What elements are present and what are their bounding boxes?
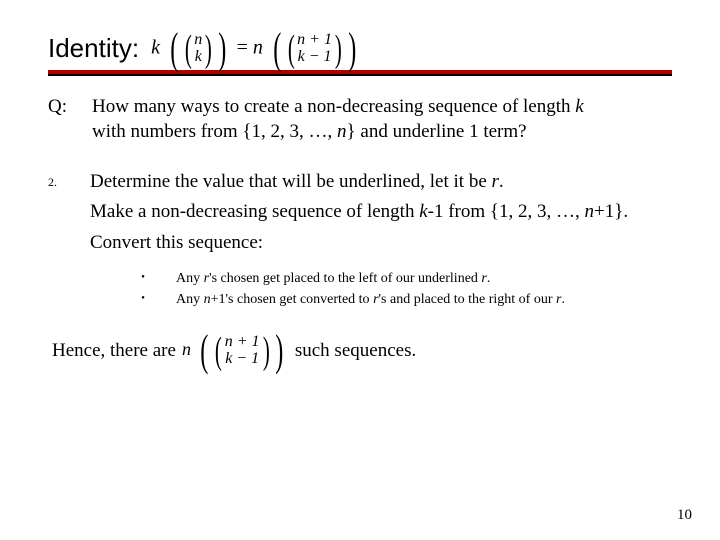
bullet-icon: ● xyxy=(140,289,146,310)
rhs-coef: n xyxy=(253,36,263,58)
rhs-top: n + 1 xyxy=(297,32,332,49)
step-body: Determine the value that will be underli… xyxy=(90,167,628,258)
lhs-coef: k xyxy=(151,36,160,58)
eq-sign: = xyxy=(237,36,248,58)
hence-post: such sequences. xyxy=(295,340,416,362)
hence-formula: n ((n + 1k − 1)) xyxy=(182,334,289,368)
step-l2c: +1}. xyxy=(594,201,628,222)
hence-top: n + 1 xyxy=(225,334,260,351)
sub-bullets: ● Any r's chosen get placed to the left … xyxy=(140,268,672,310)
step-r: r xyxy=(492,171,499,192)
q-n: n xyxy=(337,121,347,142)
title-row: Identity: k ((nk)) = n ((n + 1k − 1)) xyxy=(48,32,672,66)
question-text: How many ways to create a non-decreasing… xyxy=(92,94,584,145)
step-l1a: Determine the value that will be underli… xyxy=(90,171,492,192)
rhs-bot: k − 1 xyxy=(297,49,332,66)
hence-coef: n xyxy=(182,339,191,359)
sub-bullet-b: ● Any n+1's chosen get converted to r's … xyxy=(140,289,672,310)
hence-row: Hence, there are n ((n + 1k − 1)) such s… xyxy=(52,334,672,368)
rhs-double-paren: ((n + 1k − 1)) xyxy=(268,32,361,66)
slide-container: Identity: k ((nk)) = n ((n + 1k − 1)) Q:… xyxy=(0,0,720,540)
hence-pre: Hence, there are xyxy=(52,340,176,362)
step-l2b: -1 from {1, 2, 3, …, xyxy=(428,201,585,222)
slide-title: Identity: xyxy=(48,33,139,64)
bullet-icon: ● xyxy=(140,268,146,289)
page-number: 10 xyxy=(677,507,692,524)
step-row: 2. Determine the value that will be unde… xyxy=(48,167,672,258)
question-label: Q: xyxy=(48,94,76,145)
step-k: k xyxy=(419,201,427,222)
step-l3: Convert this sequence: xyxy=(90,232,263,253)
sub-bullet-a: ● Any r's chosen get placed to the left … xyxy=(140,268,672,289)
hence-double-paren: ((n + 1k − 1)) xyxy=(195,334,288,368)
step-n: n xyxy=(585,201,595,222)
step-l2a: Make a non-decreasing sequence of length xyxy=(90,201,419,222)
lhs-double-paren: ((nk)) xyxy=(165,32,232,66)
q-text-1: How many ways to create a non-decreasing… xyxy=(92,96,575,117)
lhs-bot: k xyxy=(194,49,202,66)
step-l1b: . xyxy=(499,171,504,192)
hence-bot: k − 1 xyxy=(225,351,260,368)
sub-a-text: Any r's chosen get placed to the left of… xyxy=(176,268,490,289)
q-text-2: with numbers from {1, 2, 3, …, xyxy=(92,121,337,142)
q-text-3: } and underline 1 term? xyxy=(347,121,527,142)
lhs-top: n xyxy=(194,32,202,49)
q-k: k xyxy=(575,96,583,117)
identity-formula: k ((nk)) = n ((n + 1k − 1)) xyxy=(151,32,361,66)
sub-b-text: Any n+1's chosen get converted to r's an… xyxy=(176,289,565,310)
question-row: Q: How many ways to create a non-decreas… xyxy=(48,94,672,145)
title-underline xyxy=(48,70,672,76)
step-number: 2. xyxy=(48,167,62,258)
